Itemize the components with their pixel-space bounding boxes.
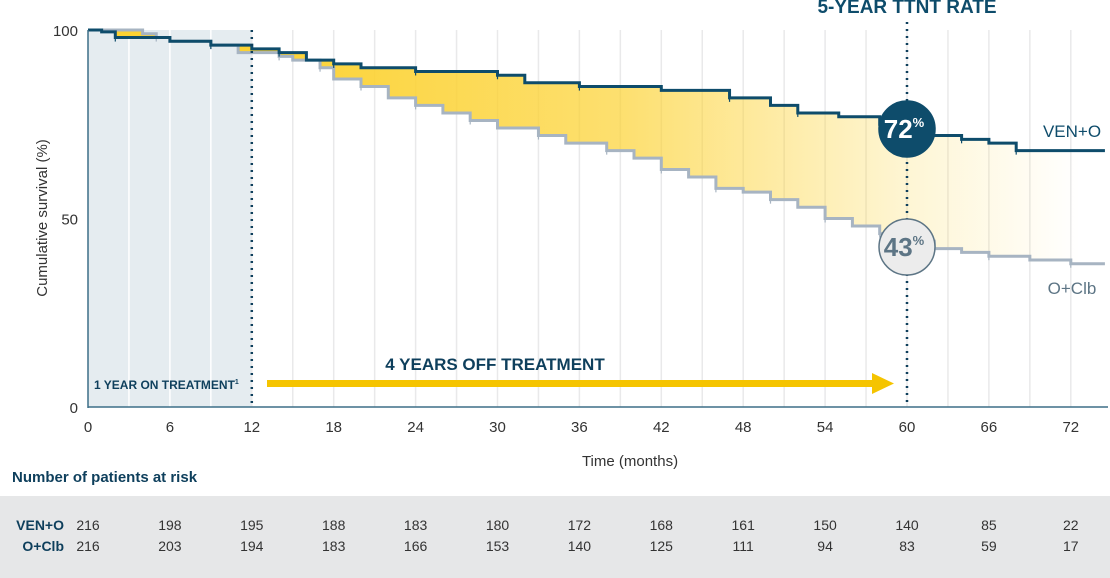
- risk-cell: 168: [650, 517, 674, 533]
- risk-cell: 153: [486, 538, 510, 554]
- x-tick-label: 66: [981, 419, 998, 436]
- risk-cell: 94: [817, 538, 833, 554]
- y-tick-label: 50: [61, 212, 78, 229]
- risk-cell: 183: [404, 517, 428, 533]
- risk-cell: 140: [568, 538, 592, 554]
- risk-cell: 198: [158, 517, 182, 533]
- on-treatment-label: 1 YEAR ON TREATMENT1: [94, 378, 239, 392]
- arrow-head-icon: [872, 373, 894, 394]
- risk-cell: 140: [895, 517, 919, 533]
- percent-sign: %: [913, 233, 925, 248]
- x-tick-label: 30: [489, 419, 506, 436]
- risk-cell: 180: [486, 517, 510, 533]
- y-tick-label: 100: [53, 23, 78, 40]
- risk-cell: 59: [981, 538, 997, 554]
- y-tick-label: 0: [70, 400, 78, 417]
- x-tick-label: 12: [243, 419, 260, 436]
- x-tick-label: 18: [325, 419, 342, 436]
- risk-cell: 150: [813, 517, 837, 533]
- y-axis-label: Cumulative survival (%): [34, 139, 51, 297]
- risk-cell: 188: [322, 517, 346, 533]
- risk-row-label: VEN+O: [16, 517, 64, 533]
- difference-fill: [88, 30, 1105, 264]
- risk-table-title: Number of patients at risk: [12, 469, 198, 486]
- clb-rate-circle: [878, 218, 936, 276]
- risk-cell: 22: [1063, 517, 1079, 533]
- risk-cell: 194: [240, 538, 264, 554]
- clb-series-label: O+Clb: [1048, 279, 1097, 298]
- x-tick-label: 48: [735, 419, 752, 436]
- x-tick-label: 0: [84, 419, 92, 436]
- x-tick-label: 54: [817, 419, 834, 436]
- risk-cell: 17: [1063, 538, 1079, 554]
- x-tick-label: 72: [1062, 419, 1079, 436]
- x-tick-label: 60: [899, 419, 916, 436]
- x-tick-label: 36: [571, 419, 588, 436]
- x-axis-label: Time (months): [582, 453, 678, 470]
- risk-row-label: O+Clb: [22, 538, 64, 554]
- x-tick-label: 6: [166, 419, 174, 436]
- risk-cell: 216: [76, 538, 100, 554]
- x-tick-label: 42: [653, 419, 670, 436]
- risk-cell: 111: [733, 538, 754, 554]
- risk-cell: 85: [981, 517, 997, 533]
- risk-cell: 161: [732, 517, 756, 533]
- ven-rate-circle: [878, 100, 936, 158]
- risk-cell: 195: [240, 517, 264, 533]
- x-tick-label: 24: [407, 419, 424, 436]
- arrow-shaft: [267, 380, 874, 387]
- risk-table-background: [0, 496, 1110, 578]
- headline-label: 5-YEAR TTNT RATE: [817, 0, 996, 18]
- risk-cell: 183: [322, 538, 346, 554]
- risk-cell: 172: [568, 517, 592, 533]
- risk-cell: 216: [76, 517, 100, 533]
- ven-series-label: VEN+O: [1043, 122, 1101, 141]
- percent-sign: %: [913, 115, 925, 130]
- footnote-marker: 1: [235, 379, 239, 386]
- off-treatment-label: 4 YEARS OFF TREATMENT: [385, 355, 605, 374]
- risk-cell: 203: [158, 538, 182, 554]
- risk-cell: 83: [899, 538, 915, 554]
- risk-cell: 166: [404, 538, 428, 554]
- risk-cell: 125: [650, 538, 674, 554]
